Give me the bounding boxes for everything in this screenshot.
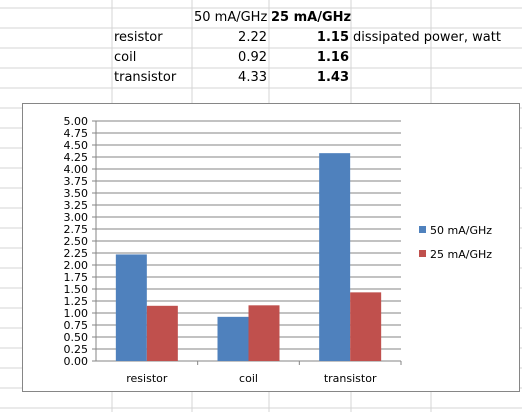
- header-50ma[interactable]: 50 mA/GHz: [194, 10, 267, 25]
- cell-transistor-50[interactable]: 4.33: [238, 70, 267, 85]
- row-label-transistor[interactable]: transistor: [114, 70, 177, 85]
- bar-chart: 0.000.250.500.751.001.251.501.752.002.25…: [64, 115, 493, 385]
- y-tick-label: 2.00: [64, 259, 89, 272]
- y-tick-label: 4.75: [64, 127, 89, 140]
- y-tick-label: 1.75: [64, 271, 89, 284]
- bar-transistor-series-1: [319, 153, 351, 361]
- y-tick-label: 1.25: [64, 295, 89, 308]
- cell-resistor-25[interactable]: 1.15: [316, 30, 349, 45]
- x-tick-label: resistor: [126, 372, 168, 385]
- row-label-coil[interactable]: coil: [114, 50, 137, 65]
- y-tick-label: 3.00: [64, 211, 89, 224]
- y-tick-label: 3.50: [64, 187, 89, 200]
- y-tick-label: 0.25: [64, 343, 89, 356]
- y-tick-label: 2.50: [64, 235, 89, 248]
- cell-coil-50[interactable]: 0.92: [238, 50, 267, 65]
- cell-resistor-50[interactable]: 2.22: [238, 30, 267, 45]
- bar-resistor-series-1: [115, 254, 147, 361]
- legend-label-series-2: 25 mA/GHz: [430, 248, 492, 261]
- legend-swatch-series-1: [419, 226, 426, 233]
- y-tick-label: 2.75: [64, 223, 89, 236]
- row-label-resistor[interactable]: resistor: [114, 30, 163, 45]
- bar-transistor-series-2: [350, 292, 382, 361]
- header-25ma[interactable]: 25 mA/GHz: [271, 10, 351, 25]
- y-tick-label: 0.50: [64, 331, 89, 344]
- chart-area[interactable]: 0.00 0.25 0.50 0.75 1.00 1.25 1.50 1.75 2.00 2.25…: [22, 103, 520, 392]
- y-tick-label: 3.25: [64, 199, 89, 212]
- note-dissipated-power[interactable]: dissipated power, watt: [353, 30, 501, 45]
- y-tick-label: 4.25: [64, 151, 89, 164]
- y-tick-label: 4.00: [64, 163, 89, 176]
- y-tick-label: 5.00: [64, 115, 89, 128]
- x-tick-label: transistor: [324, 372, 377, 385]
- y-tick-label: 2.25: [64, 247, 89, 260]
- cell-transistor-25[interactable]: 1.43: [316, 70, 349, 85]
- y-tick-label: 3.75: [64, 175, 89, 188]
- y-tick-label: 0.75: [64, 319, 89, 332]
- y-tick-label: 0.00: [64, 355, 89, 368]
- y-tick-label: 1.50: [64, 283, 89, 296]
- y-tick-label: 1.00: [64, 307, 89, 320]
- bar-coil-series-1: [217, 316, 249, 361]
- x-tick-label: coil: [239, 372, 258, 385]
- cell-coil-25[interactable]: 1.16: [316, 50, 349, 65]
- bar-resistor-series-2: [146, 305, 178, 361]
- bar-coil-series-2: [248, 305, 280, 361]
- legend-swatch-series-2: [419, 250, 426, 257]
- legend-label-series-1: 50 mA/GHz: [430, 224, 492, 237]
- y-tick-label: 4.50: [64, 139, 89, 152]
